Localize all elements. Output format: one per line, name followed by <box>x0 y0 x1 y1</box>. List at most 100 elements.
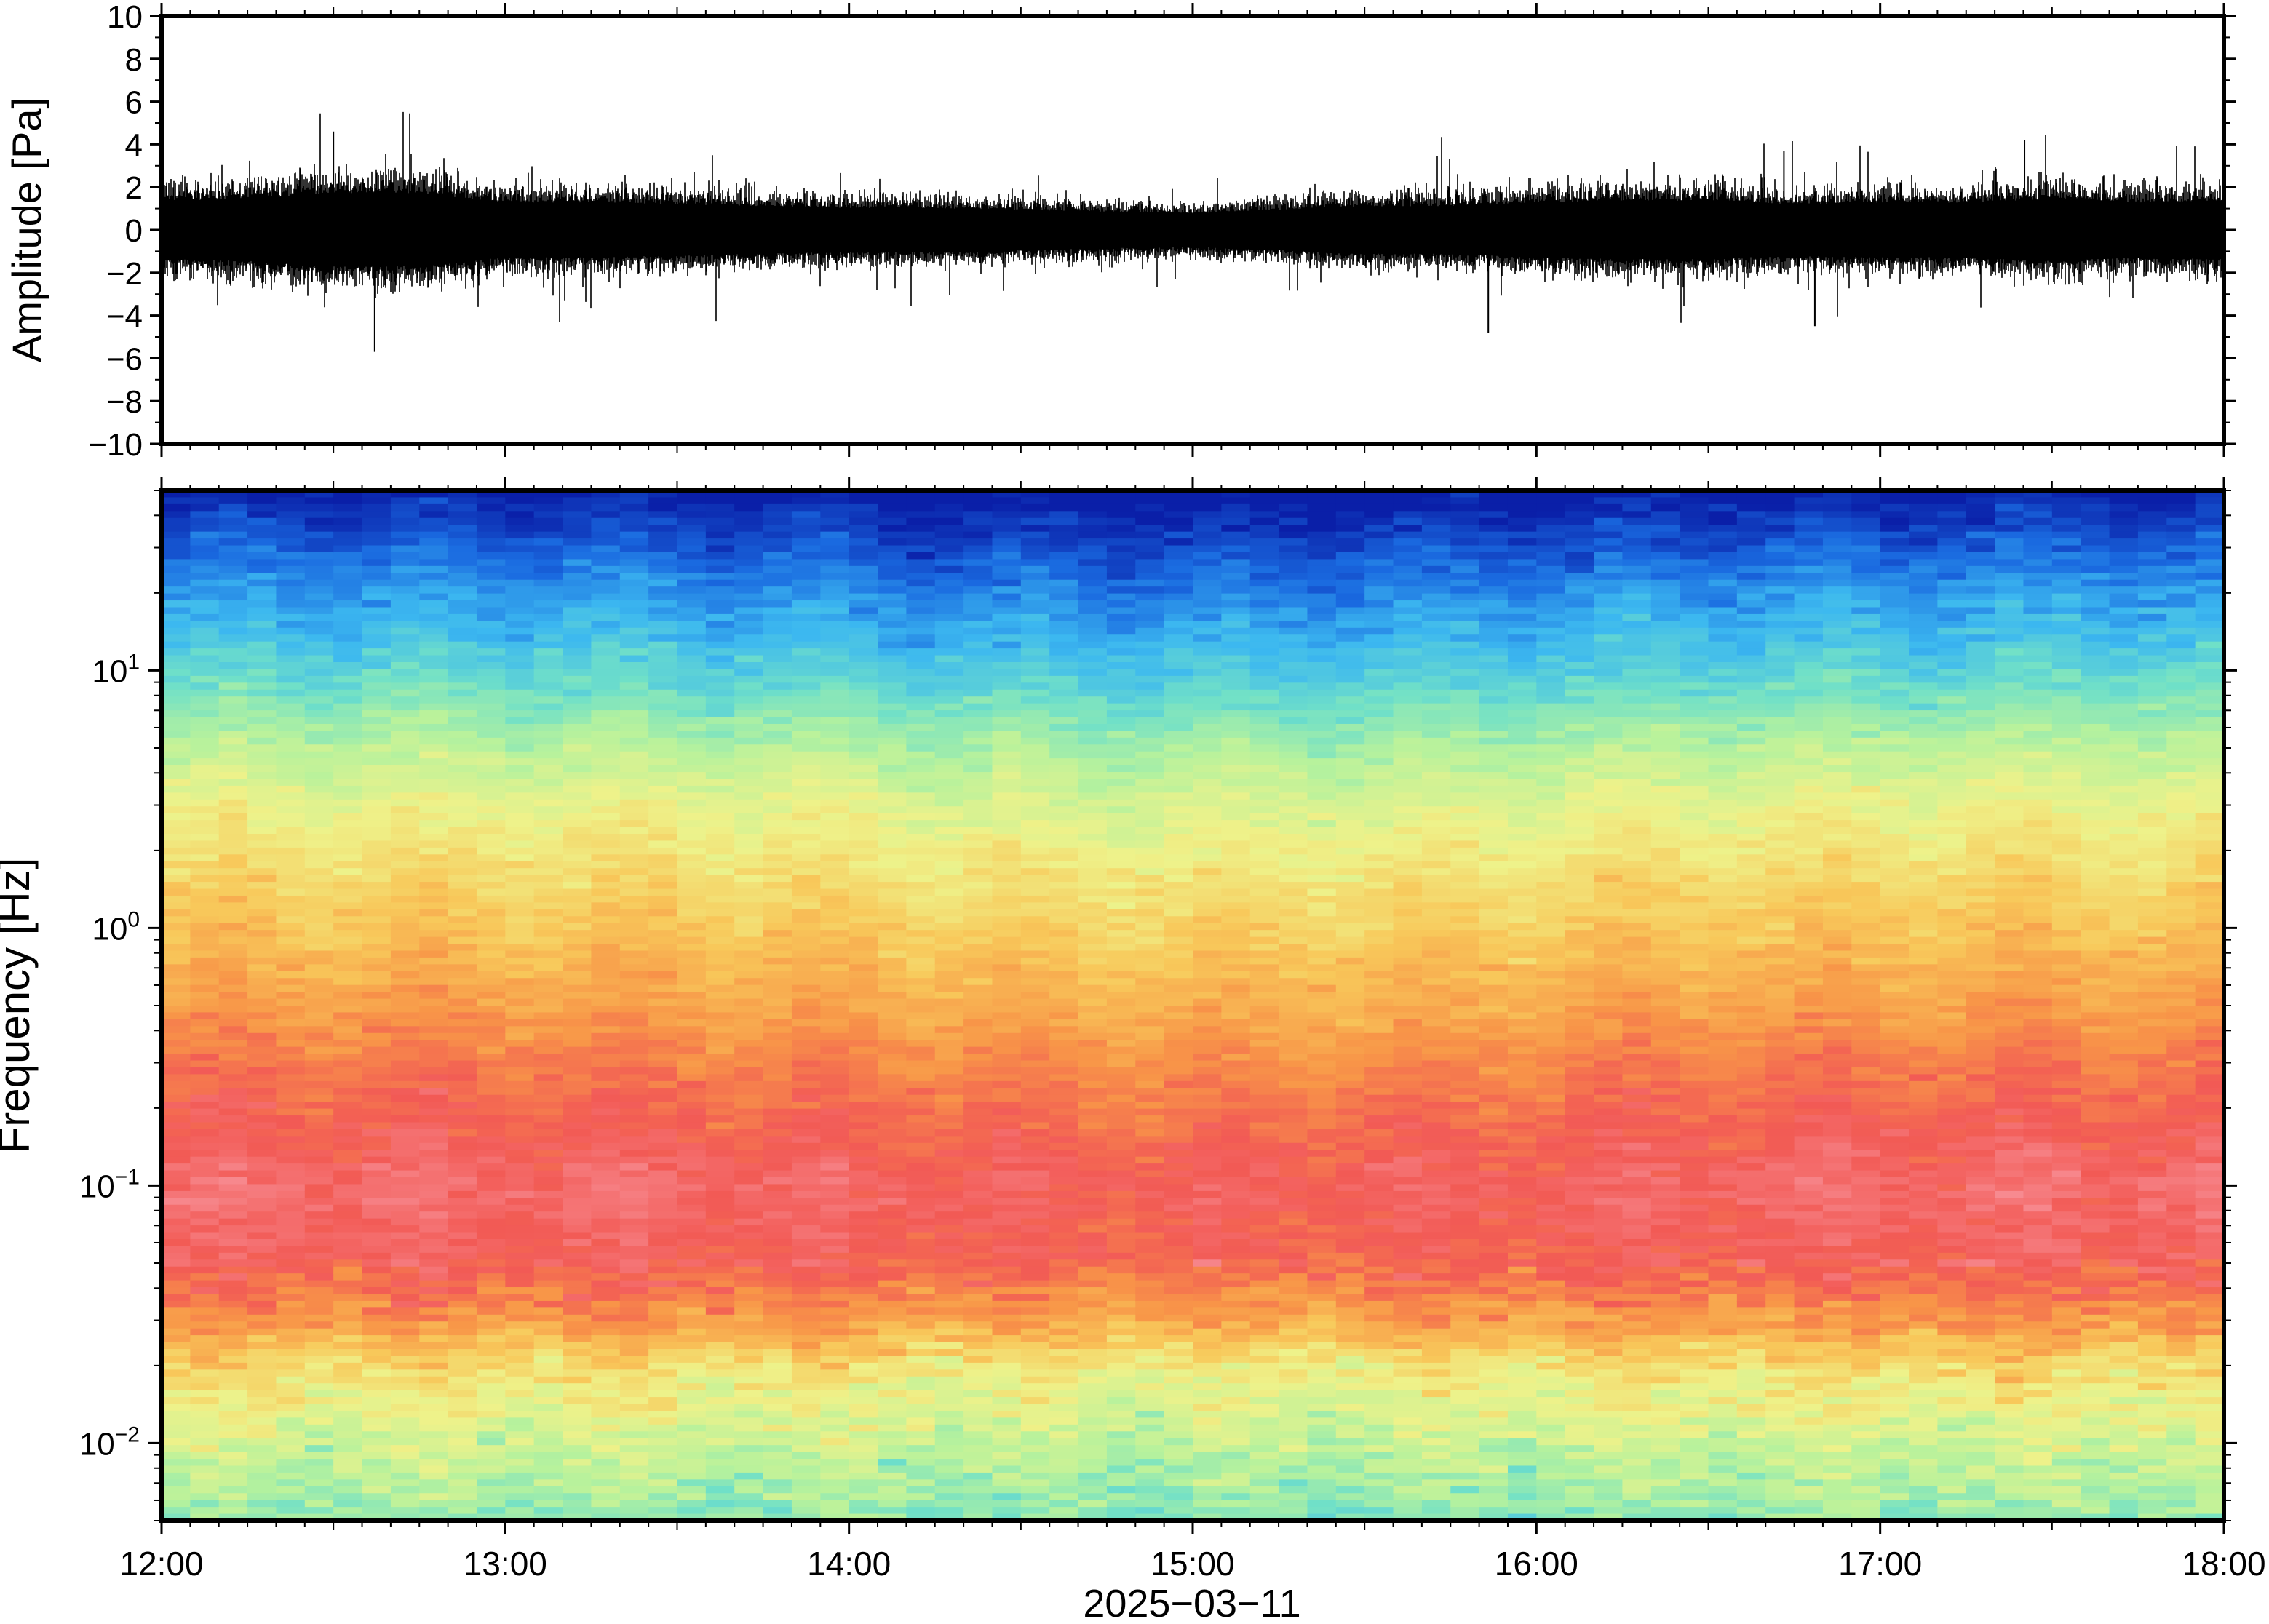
spectrogram-cell <box>1020 902 1050 910</box>
spectrogram-cell <box>276 978 306 986</box>
spectrogram-cell <box>362 545 392 553</box>
spectrogram-cell <box>333 799 363 808</box>
spectrogram-cell <box>247 1184 277 1192</box>
spectrogram-cell <box>849 765 878 773</box>
spectrogram-cell <box>563 1026 592 1034</box>
spectrogram-cell <box>820 490 850 498</box>
spectrogram-cell <box>992 1459 1022 1467</box>
spectrogram-cell <box>533 1410 563 1419</box>
spectrogram-cell <box>247 1246 277 1254</box>
spectrogram-cell <box>763 875 792 883</box>
spectrogram-cell <box>791 744 822 752</box>
spectrogram-cell <box>934 1238 964 1247</box>
spectrogram-cell <box>591 675 621 684</box>
spectrogram-cell <box>963 799 993 808</box>
spectrogram-cell <box>677 559 707 567</box>
spectrogram-cell <box>878 1410 907 1419</box>
spectrogram-cell <box>1049 1067 1079 1075</box>
spectrogram-cell <box>705 600 736 608</box>
spectrogram-cell <box>849 1252 878 1261</box>
spectrogram-cell <box>648 669 678 677</box>
spectrogram-cell <box>648 882 678 890</box>
spectrogram-cell <box>677 1390 707 1398</box>
spectrogram-cell <box>476 717 506 725</box>
spectrogram-cell <box>390 1472 421 1481</box>
spectrogram-cell <box>705 1122 736 1130</box>
spectrogram-cell <box>878 1479 907 1487</box>
spectrogram-cell <box>247 1294 277 1302</box>
spectrogram-cell <box>878 682 907 690</box>
spectrogram-cell <box>934 1459 964 1467</box>
spectrogram-cell <box>419 613 449 622</box>
spectrogram-cell <box>763 552 792 560</box>
spectrogram-cell <box>1049 1369 1079 1377</box>
spectrogram-cell <box>190 662 220 670</box>
spectrogram-cell <box>677 1150 707 1158</box>
spectrogram-cell <box>963 621 993 629</box>
spectrogram-cell <box>533 1356 563 1364</box>
spectrogram-cell <box>419 820 449 828</box>
spectrogram-cell <box>791 978 822 986</box>
spectrogram-cell <box>218 1060 248 1068</box>
spectrogram-cell <box>362 930 392 938</box>
spectrogram-cell <box>448 1328 477 1336</box>
spectrogram-cell <box>677 648 707 656</box>
spectrogram-cell <box>505 1067 535 1075</box>
spectrogram-cell <box>533 847 563 856</box>
spectrogram-cell <box>563 944 592 952</box>
spectrogram-cell <box>963 1238 993 1247</box>
spectrogram-cell <box>1049 1273 1079 1281</box>
spectrogram-cell <box>849 1314 878 1323</box>
spectrogram-cell <box>763 923 792 931</box>
spectrogram-cell <box>1020 1459 1050 1467</box>
spectrogram-cell <box>563 1019 592 1027</box>
spectrogram-cell <box>533 1238 563 1247</box>
spectrogram-cell <box>505 902 535 910</box>
spectrogram-cell <box>763 1238 792 1247</box>
spectrogram-cell <box>190 1369 220 1377</box>
spectrogram-cell <box>304 675 334 684</box>
spectrogram-cell <box>906 1142 936 1151</box>
spectrogram-cell <box>1020 1088 1050 1096</box>
spectrogram-cell <box>304 1184 334 1192</box>
spectrogram-cell <box>820 1102 850 1110</box>
spectrogram-cell <box>563 971 592 979</box>
spectrogram-cell <box>1049 1108 1079 1116</box>
spectrogram-cell <box>505 586 535 594</box>
spectrogram-cell <box>390 696 421 704</box>
spectrogram-cell <box>563 1259 592 1267</box>
spectrogram-cell <box>419 586 449 594</box>
spectrogram-cell <box>1020 1225 1050 1233</box>
spectrogram-cell <box>505 703 535 711</box>
spectrogram-cell <box>362 785 392 794</box>
spectrogram-cell <box>849 806 878 814</box>
spectrogram-cell <box>218 1452 248 1460</box>
spectrogram-cell <box>934 1019 964 1027</box>
spectrogram-cell <box>505 579 535 587</box>
spectrogram-cell <box>878 1507 907 1515</box>
spectrogram-cell <box>476 909 506 918</box>
spectrogram-cell <box>992 1280 1022 1288</box>
spectrogram-cell <box>304 552 334 560</box>
spectrogram-cell <box>820 1376 850 1384</box>
spectrogram-cell <box>218 1232 248 1240</box>
spectrogram-cell <box>448 854 477 862</box>
spectrogram-cell <box>648 1335 678 1343</box>
spectrogram-cell <box>677 744 707 752</box>
spectrogram-cell <box>934 964 964 972</box>
spectrogram-cell <box>648 971 678 979</box>
spectrogram-cell <box>963 511 993 519</box>
spectrogram-cell <box>247 710 277 718</box>
spectrogram-cell <box>963 978 993 986</box>
spectrogram-cell <box>448 1184 477 1192</box>
spectrogram-cell <box>390 1198 421 1206</box>
spectrogram-cell <box>705 545 736 553</box>
spectrogram-cell <box>619 998 649 1006</box>
spectrogram-cell <box>591 1259 621 1267</box>
spectrogram-cell <box>849 1321 878 1329</box>
spectrogram-cell <box>963 1486 993 1494</box>
spectrogram-cell <box>476 1397 506 1405</box>
spectrogram-cell <box>218 1108 248 1116</box>
spectrogram-cell <box>1049 854 1079 862</box>
spectrogram-cell <box>992 1417 1022 1425</box>
